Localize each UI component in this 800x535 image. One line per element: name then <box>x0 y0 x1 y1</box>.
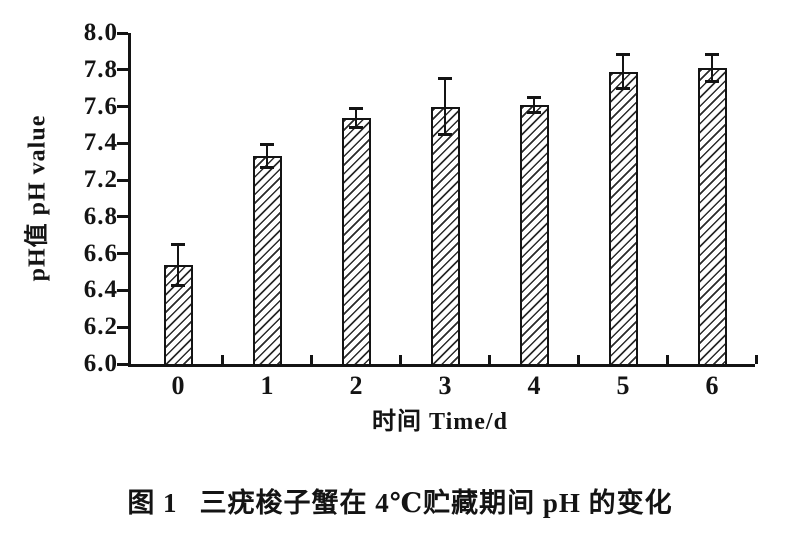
x-tick-label: 0 <box>171 371 185 400</box>
y-tick-label: 7.6 <box>83 92 118 120</box>
y-tick-label: 7.4 <box>83 129 118 157</box>
error-bar-cap-bottom <box>349 125 363 129</box>
y-tick-label: 8.0 <box>83 19 118 46</box>
error-bar-day-2 <box>348 106 364 129</box>
error-bar-cap-bottom <box>705 79 719 83</box>
error-bar-line <box>354 106 358 129</box>
x-tick-mark <box>488 355 491 364</box>
x-tick-label: 6 <box>705 371 719 400</box>
x-tick-mark <box>666 355 669 364</box>
error-bar-day-0 <box>170 242 186 287</box>
bar-day-3 <box>430 106 460 364</box>
bar-day-5 <box>608 71 638 364</box>
error-bar-cap-bottom <box>171 283 185 287</box>
x-tick-mark <box>310 355 313 364</box>
bar-day-4 <box>519 104 549 364</box>
figure-caption-text: 三疣梭子蟹在 4℃贮藏期间 pH 的变化 <box>199 488 673 518</box>
x-tick-label: 3 <box>438 371 452 400</box>
x-tick-mark <box>221 355 224 364</box>
y-tick-label: 6.4 <box>83 276 118 304</box>
y-tick-mark <box>117 105 128 109</box>
error-bar-line <box>176 242 180 287</box>
y-tick-mark <box>117 68 128 72</box>
error-bar-cap-top <box>171 242 185 246</box>
x-tick-mark <box>399 355 402 364</box>
error-bar-cap-bottom <box>260 166 274 170</box>
y-tick-label: 6.6 <box>83 239 118 267</box>
error-bar-day-5 <box>615 53 631 90</box>
error-bar-cap-top <box>527 95 541 99</box>
bar-day-1 <box>252 156 282 364</box>
error-bar-cap-top <box>349 106 363 110</box>
bar-day-2 <box>341 117 371 364</box>
bar-day-6 <box>697 67 727 364</box>
x-axis-title: 时间 Time/d <box>372 409 508 435</box>
y-tick-mark <box>117 31 128 35</box>
error-bar-cap-top <box>438 77 452 81</box>
error-bar-line <box>443 77 447 136</box>
error-bar-line <box>532 95 536 114</box>
y-tick-label: 7.2 <box>83 166 118 194</box>
y-tick-mark <box>117 325 128 329</box>
error-bar-cap-bottom <box>616 86 630 90</box>
y-tick-mark <box>117 178 128 182</box>
error-bar-day-4 <box>526 95 542 114</box>
figure-caption-label: 图 1 <box>127 488 178 518</box>
y-tick-label: 6.2 <box>83 313 118 341</box>
error-bar-cap-top <box>260 143 274 147</box>
error-bar-day-6 <box>704 53 720 83</box>
x-tick-mark <box>755 355 758 364</box>
error-bar-line <box>621 53 625 90</box>
error-bar-line <box>265 143 269 170</box>
error-bar-day-1 <box>259 143 275 170</box>
y-tick-mark <box>117 141 128 145</box>
y-tick-mark <box>117 215 128 219</box>
y-axis-labels: 8.0 7.8 7.6 7.4 7.2 6.8 6.6 6.4 6.2 6.0 <box>38 20 118 377</box>
y-tick-mark <box>117 362 128 366</box>
y-tick-label: 7.8 <box>83 55 118 83</box>
error-bar-cap-bottom <box>438 132 452 136</box>
y-tick-label: 6.8 <box>83 202 118 230</box>
error-bar-cap-top <box>705 53 719 57</box>
error-bar-line <box>710 53 714 83</box>
y-tick-mark <box>117 288 128 292</box>
y-tick-mark <box>117 252 128 256</box>
error-bar-cap-bottom <box>527 110 541 114</box>
error-bar-day-3 <box>437 77 453 136</box>
error-bar-cap-top <box>616 53 630 57</box>
x-tick-label: 4 <box>527 371 541 400</box>
y-tick-label: 6.0 <box>83 350 118 377</box>
figure-caption: 图 1 三疣梭子蟹在 4℃贮藏期间 pH 的变化 <box>0 481 800 520</box>
x-tick-label: 5 <box>616 371 630 400</box>
plot-area: 0 1 2 3 4 5 6 <box>117 31 758 400</box>
x-tick-mark <box>577 355 580 364</box>
x-tick-label: 1 <box>260 371 274 400</box>
x-tick-label: 2 <box>349 371 363 400</box>
